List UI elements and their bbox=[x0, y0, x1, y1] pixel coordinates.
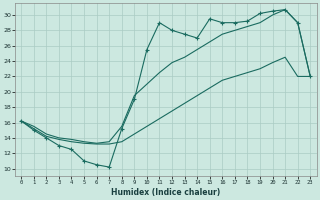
X-axis label: Humidex (Indice chaleur): Humidex (Indice chaleur) bbox=[111, 188, 220, 197]
